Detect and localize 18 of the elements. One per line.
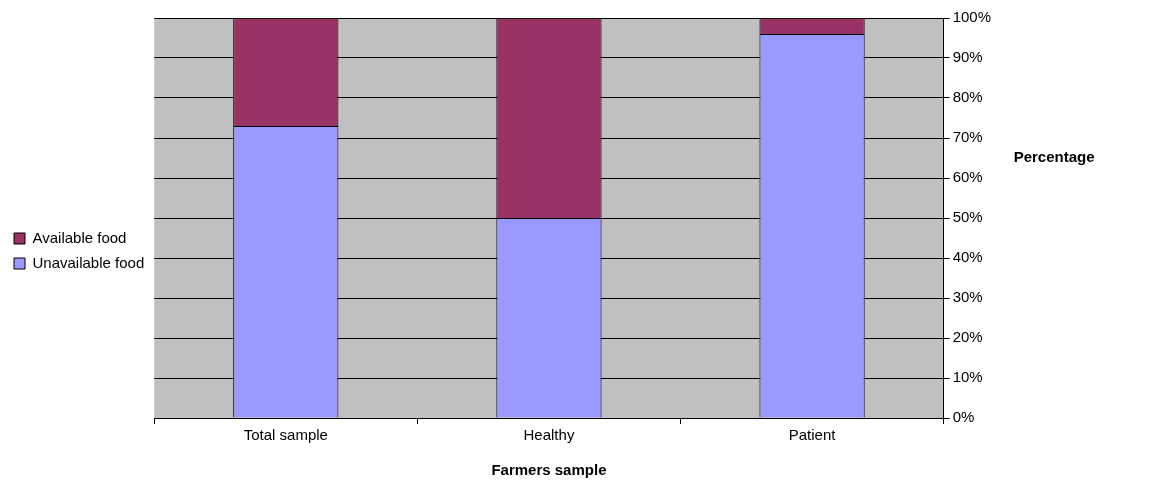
y-tick-label: 70% xyxy=(952,128,983,146)
y-tick-label: 60% xyxy=(952,168,983,186)
legend-label: Available food xyxy=(32,228,127,246)
y-tick-label: 90% xyxy=(952,48,983,66)
y-tick-label: 50% xyxy=(952,208,983,226)
y-tick-label: 40% xyxy=(952,248,983,266)
x-tick-label: Healthy xyxy=(523,426,575,444)
y-tick-label: 20% xyxy=(952,328,983,346)
y-tick-label: 30% xyxy=(952,288,983,306)
y-axis-title: Percentage xyxy=(1013,148,1095,166)
y-tick-label: 0% xyxy=(952,408,975,426)
x-tick-label: Total sample xyxy=(243,426,328,444)
y-tick-label: 100% xyxy=(952,8,992,26)
y-tick-label: 10% xyxy=(952,368,983,386)
x-axis-title: Farmers sample xyxy=(491,461,607,479)
y-tick-label: 80% xyxy=(952,88,983,106)
legend-label: Unavailable food xyxy=(32,253,145,271)
x-tick-label: Patient xyxy=(788,426,837,444)
